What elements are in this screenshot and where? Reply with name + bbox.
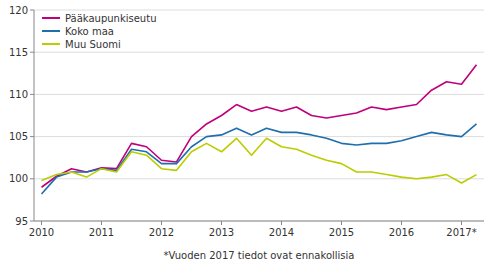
x-tick-label: 2010 <box>29 227 54 238</box>
y-tick <box>30 221 34 222</box>
y-tick-label: 110 <box>9 89 28 100</box>
y-tick <box>30 94 34 95</box>
x-tick-label: 2014 <box>269 227 294 238</box>
grid-line <box>34 52 484 53</box>
x-tick-label: 2015 <box>329 227 354 238</box>
y-tick-label: 115 <box>9 47 28 58</box>
y-tick-label: 105 <box>9 131 28 142</box>
x-tick-label: 2016 <box>389 227 414 238</box>
x-tick <box>281 221 282 225</box>
y-tick <box>30 52 34 53</box>
x-tick-label: 2012 <box>149 227 174 238</box>
y-tick <box>30 136 34 137</box>
y-tick <box>30 178 34 179</box>
grid-line <box>34 94 484 95</box>
x-tick <box>401 221 402 225</box>
legend: Pääkaupunkiseutu Koko maa Muu Suomi <box>42 13 156 50</box>
legend-label: Muu Suomi <box>65 39 121 50</box>
axes: 95 100 105 110 115 120 2010 2011 2012 2013 2014 201… <box>9 5 484 239</box>
x-tick-label: 2011 <box>89 227 114 238</box>
y-axis-line <box>34 10 35 221</box>
x-tick-label: 2017* <box>446 227 476 238</box>
legend-label: Pääkaupunkiseutu <box>65 13 156 24</box>
x-tick <box>161 221 162 225</box>
y-tick-label: 100 <box>9 173 28 184</box>
x-tick <box>341 221 342 225</box>
x-tick-label: 2013 <box>209 227 234 238</box>
x-tick <box>41 221 42 225</box>
legend-label: Koko maa <box>65 26 114 37</box>
series-line <box>42 124 477 194</box>
y-tick <box>30 10 34 11</box>
x-tick <box>101 221 102 225</box>
legend-swatch <box>42 43 60 45</box>
y-tick-label: 120 <box>9 5 28 16</box>
series-lines <box>42 65 477 194</box>
grid <box>34 10 484 221</box>
x-tick <box>221 221 222 225</box>
grid-line <box>34 10 484 11</box>
y-tick-label: 95 <box>15 216 28 227</box>
legend-swatch <box>42 17 60 19</box>
series-line <box>42 138 477 183</box>
x-tick <box>461 221 462 225</box>
legend-swatch <box>42 30 60 32</box>
chart: 95 100 105 110 115 120 2010 2011 2012 2013 2014 201… <box>0 0 494 265</box>
footnote: *Vuoden 2017 tiedot ovat ennakollisia <box>164 250 355 261</box>
